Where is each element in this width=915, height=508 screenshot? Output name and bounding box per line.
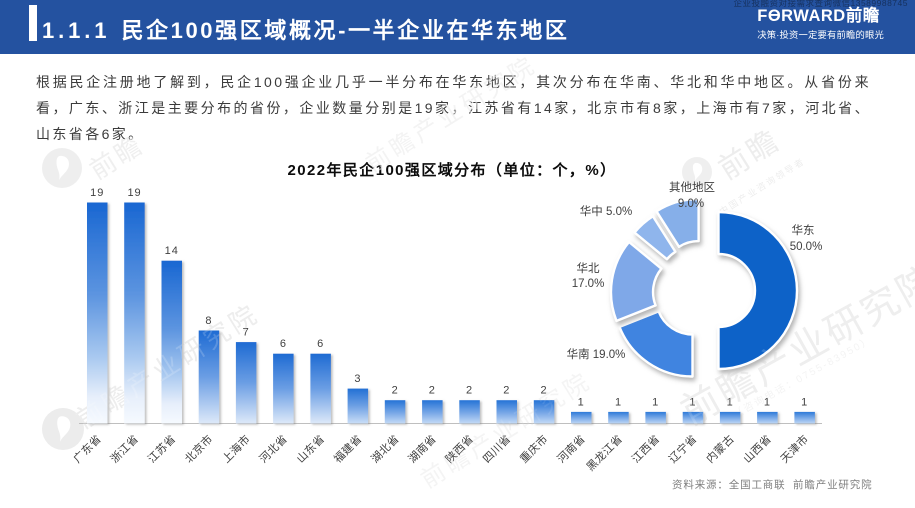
svg-text:14: 14 xyxy=(165,245,179,257)
svg-text:2: 2 xyxy=(503,385,510,397)
svg-text:内蒙古: 内蒙古 xyxy=(703,432,737,466)
svg-text:其他地区: 其他地区 xyxy=(669,181,715,194)
svg-text:重庆市: 重庆市 xyxy=(517,432,551,466)
svg-text:河北省: 河北省 xyxy=(257,432,290,465)
svg-text:19: 19 xyxy=(90,187,104,199)
svg-text:上海市: 上海市 xyxy=(219,432,253,466)
svg-text:湖北省: 湖北省 xyxy=(369,432,402,465)
svg-text:山东省: 山东省 xyxy=(294,432,327,465)
svg-text:华南 19.0%: 华南 19.0% xyxy=(567,347,626,361)
svg-text:辽宁省: 辽宁省 xyxy=(666,432,700,466)
svg-text:19: 19 xyxy=(127,187,141,199)
svg-text:天津市: 天津市 xyxy=(777,432,811,466)
svg-text:1: 1 xyxy=(764,396,771,408)
svg-text:陕西省: 陕西省 xyxy=(442,432,476,466)
svg-text:华北: 华北 xyxy=(577,261,600,275)
svg-text:华东: 华东 xyxy=(792,223,815,237)
svg-text:湖南省: 湖南省 xyxy=(406,432,439,465)
svg-text:北京市: 北京市 xyxy=(182,432,216,466)
svg-text:2: 2 xyxy=(392,385,399,397)
svg-text:江西省: 江西省 xyxy=(629,432,662,465)
svg-text:2: 2 xyxy=(429,385,436,397)
svg-text:7: 7 xyxy=(243,327,250,339)
svg-text:江苏省: 江苏省 xyxy=(145,432,178,465)
svg-text:3: 3 xyxy=(354,373,361,385)
svg-text:6: 6 xyxy=(317,338,324,350)
svg-text:山西省: 山西省 xyxy=(741,432,774,465)
svg-text:黑龙江省: 黑龙江省 xyxy=(584,432,625,473)
svg-text:1: 1 xyxy=(727,396,734,408)
svg-text:1: 1 xyxy=(689,396,696,408)
svg-text:9.0%: 9.0% xyxy=(678,198,704,210)
svg-text:四川省: 四川省 xyxy=(480,432,513,465)
svg-text:广东省: 广东省 xyxy=(71,432,104,465)
svg-text:50.0%: 50.0% xyxy=(790,241,823,253)
svg-text:17.0%: 17.0% xyxy=(572,278,605,290)
svg-text:2: 2 xyxy=(466,385,473,397)
svg-text:福建省: 福建省 xyxy=(331,432,365,466)
svg-text:1: 1 xyxy=(578,396,585,408)
svg-text:浙江省: 浙江省 xyxy=(108,432,141,465)
svg-text:1: 1 xyxy=(615,396,622,408)
svg-text:河南省: 河南省 xyxy=(555,432,588,465)
svg-text:华中 5.0%: 华中 5.0% xyxy=(580,204,632,218)
svg-text:1: 1 xyxy=(652,396,659,408)
svg-text:1: 1 xyxy=(801,396,808,408)
svg-text:8: 8 xyxy=(205,315,212,327)
svg-text:2: 2 xyxy=(540,385,547,397)
svg-text:6: 6 xyxy=(280,338,287,350)
